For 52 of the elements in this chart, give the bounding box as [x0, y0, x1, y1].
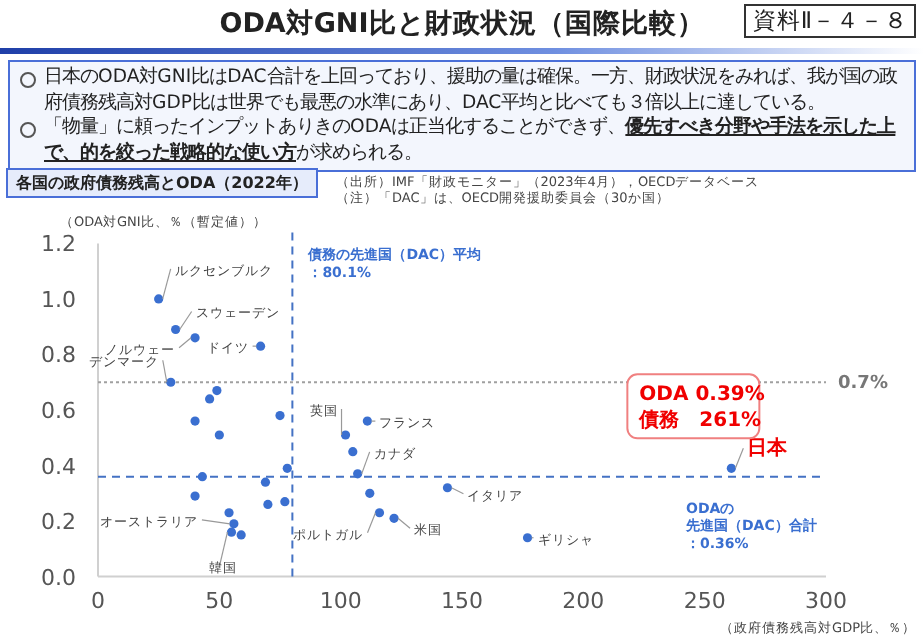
x-tick-label: 300 [805, 588, 847, 614]
point [353, 469, 363, 479]
y-tick-label: 1.2 [41, 231, 76, 258]
point [282, 463, 292, 473]
point [154, 294, 164, 304]
point [190, 491, 200, 501]
point [340, 430, 351, 440]
point [280, 497, 290, 507]
point [166, 377, 176, 387]
x-tick-label: 50 [205, 588, 234, 614]
point [171, 324, 181, 335]
chart-title: ODA対GNI比と財政状況（国際比較） [219, 8, 705, 40]
y-tick-label: 0.4 [41, 453, 76, 480]
y-tick-label: 0.6 [41, 398, 76, 424]
chart-subtitle: 各国の政府債務残高とODA（2022年） [6, 168, 318, 198]
point [726, 463, 736, 473]
point [205, 394, 215, 404]
y-tick-label: 0.2 [41, 509, 76, 536]
text: 日本のODA対GNI比はDAC合計を上回っており、援助の量は確保。一方、財政状況をみれば、我が国の政府債務残高対GDP比は世界でも最悪の水準にあり、DAC平均と比べても３倍以上に達している。 [44, 66, 897, 113]
point [362, 416, 372, 426]
point [389, 513, 399, 523]
point [260, 477, 271, 487]
point [224, 508, 234, 518]
y-tick-label: 1.0 [41, 286, 76, 313]
annotation: ODA 0.39% 債務 261% [637, 384, 765, 433]
y-tick-label: 0.0 [41, 564, 76, 591]
y-tick-label: 0.8 [41, 342, 76, 369]
point [212, 385, 222, 396]
text: 「物量」に頼ったインプットありきのODAは正当化することができず、優先すべき分野や手法を示した上で、的を絞った戦略的な使い方が求められる。 [44, 116, 896, 163]
x-tick-label: 0 [91, 588, 105, 614]
x-tick-label: 100 [319, 588, 362, 614]
point [365, 488, 375, 498]
point [197, 472, 207, 482]
ref-line-label: 0.7% [838, 374, 888, 395]
annotation: 日本 [747, 436, 790, 461]
point [348, 447, 358, 457]
x-tick-label: 150 [441, 588, 483, 614]
point [522, 533, 533, 543]
point [214, 430, 224, 440]
x-tick-label: 200 [562, 588, 605, 614]
x-tick-label: 250 [683, 588, 726, 614]
point [275, 410, 285, 421]
point [236, 530, 246, 540]
point [229, 519, 239, 529]
point [263, 499, 273, 510]
point [442, 483, 453, 493]
point [374, 508, 385, 518]
text: 資料Ⅱ－４－８ [744, 4, 916, 38]
point [190, 416, 200, 426]
point [255, 341, 266, 351]
point [226, 527, 237, 537]
point [190, 333, 200, 343]
